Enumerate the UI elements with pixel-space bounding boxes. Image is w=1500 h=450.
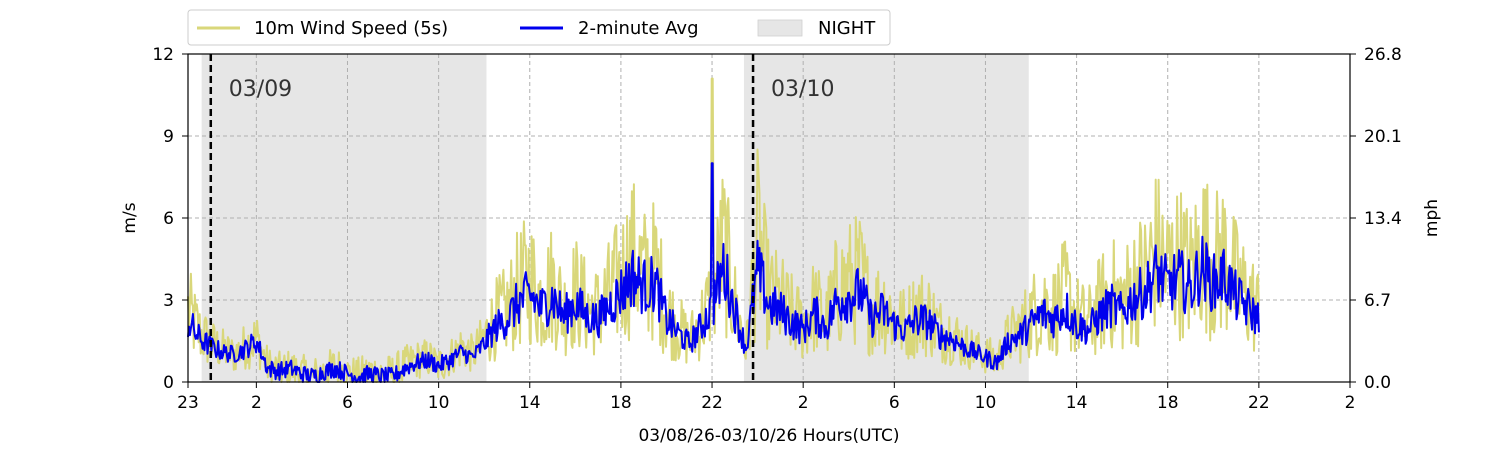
x-tick-label: 6 [889, 393, 900, 413]
day-boundary-label: 03/09 [229, 77, 292, 102]
x-tick-label: 18 [1157, 393, 1179, 413]
y-tick-label-right: 13.4 [1364, 209, 1402, 229]
day-marker-layer: 03/09 03/10 [209, 54, 834, 382]
legend-label-wind-speed: 10m Wind Speed (5s) [254, 18, 448, 39]
x-tick-label: 23 [177, 393, 199, 413]
x-tick-label: 22 [701, 393, 723, 413]
y-tick-label-left: 0 [163, 373, 174, 393]
x-tick-label: 22 [1248, 393, 1270, 413]
x-tick-label: 2 [1345, 393, 1356, 413]
y-tick-label-left: 12 [152, 45, 174, 65]
axis-layer: 23 2 6 10 14 18 22 2 6 10 14 18 22 20 0.03 6.76 13.49 20.… [152, 45, 1402, 413]
legend-label-avg: 2-minute Avg [578, 18, 699, 39]
y-tick-label-left: 6 [163, 209, 174, 229]
series-line-2min-avg [187, 162, 1260, 383]
y-axis-title-right: mph [1422, 199, 1442, 237]
x-tick-label: 14 [1066, 393, 1088, 413]
y-tick-label-right: 26.8 [1364, 45, 1402, 65]
y-tick-label-right: 6.7 [1364, 291, 1391, 311]
y-tick-label-right: 0.0 [1364, 373, 1391, 393]
x-tick-label: 18 [610, 393, 632, 413]
x-tick-label: 14 [519, 393, 541, 413]
x-axis-title: 03/08/26-03/10/26 Hours(UTC) [638, 426, 899, 446]
legend-swatch-night [757, 19, 803, 37]
x-tick-label: 10 [428, 393, 450, 413]
x-tick-label: 2 [251, 393, 262, 413]
x-tick-label: 10 [975, 393, 997, 413]
y-tick-label-left: 9 [163, 127, 174, 147]
y-tick-label-left: 3 [163, 291, 174, 311]
legend: 10m Wind Speed (5s) 2-minute Avg NIGHT [187, 9, 891, 46]
y-tick-label-right: 20.1 [1364, 127, 1402, 147]
x-tick-label: 2 [798, 393, 809, 413]
y-axis-title-left: m/s [120, 202, 140, 233]
series-layer [187, 77, 1260, 383]
day-boundary-label: 03/10 [771, 77, 834, 102]
legend-label-night: NIGHT [818, 18, 876, 39]
x-tick-label: 6 [342, 393, 353, 413]
